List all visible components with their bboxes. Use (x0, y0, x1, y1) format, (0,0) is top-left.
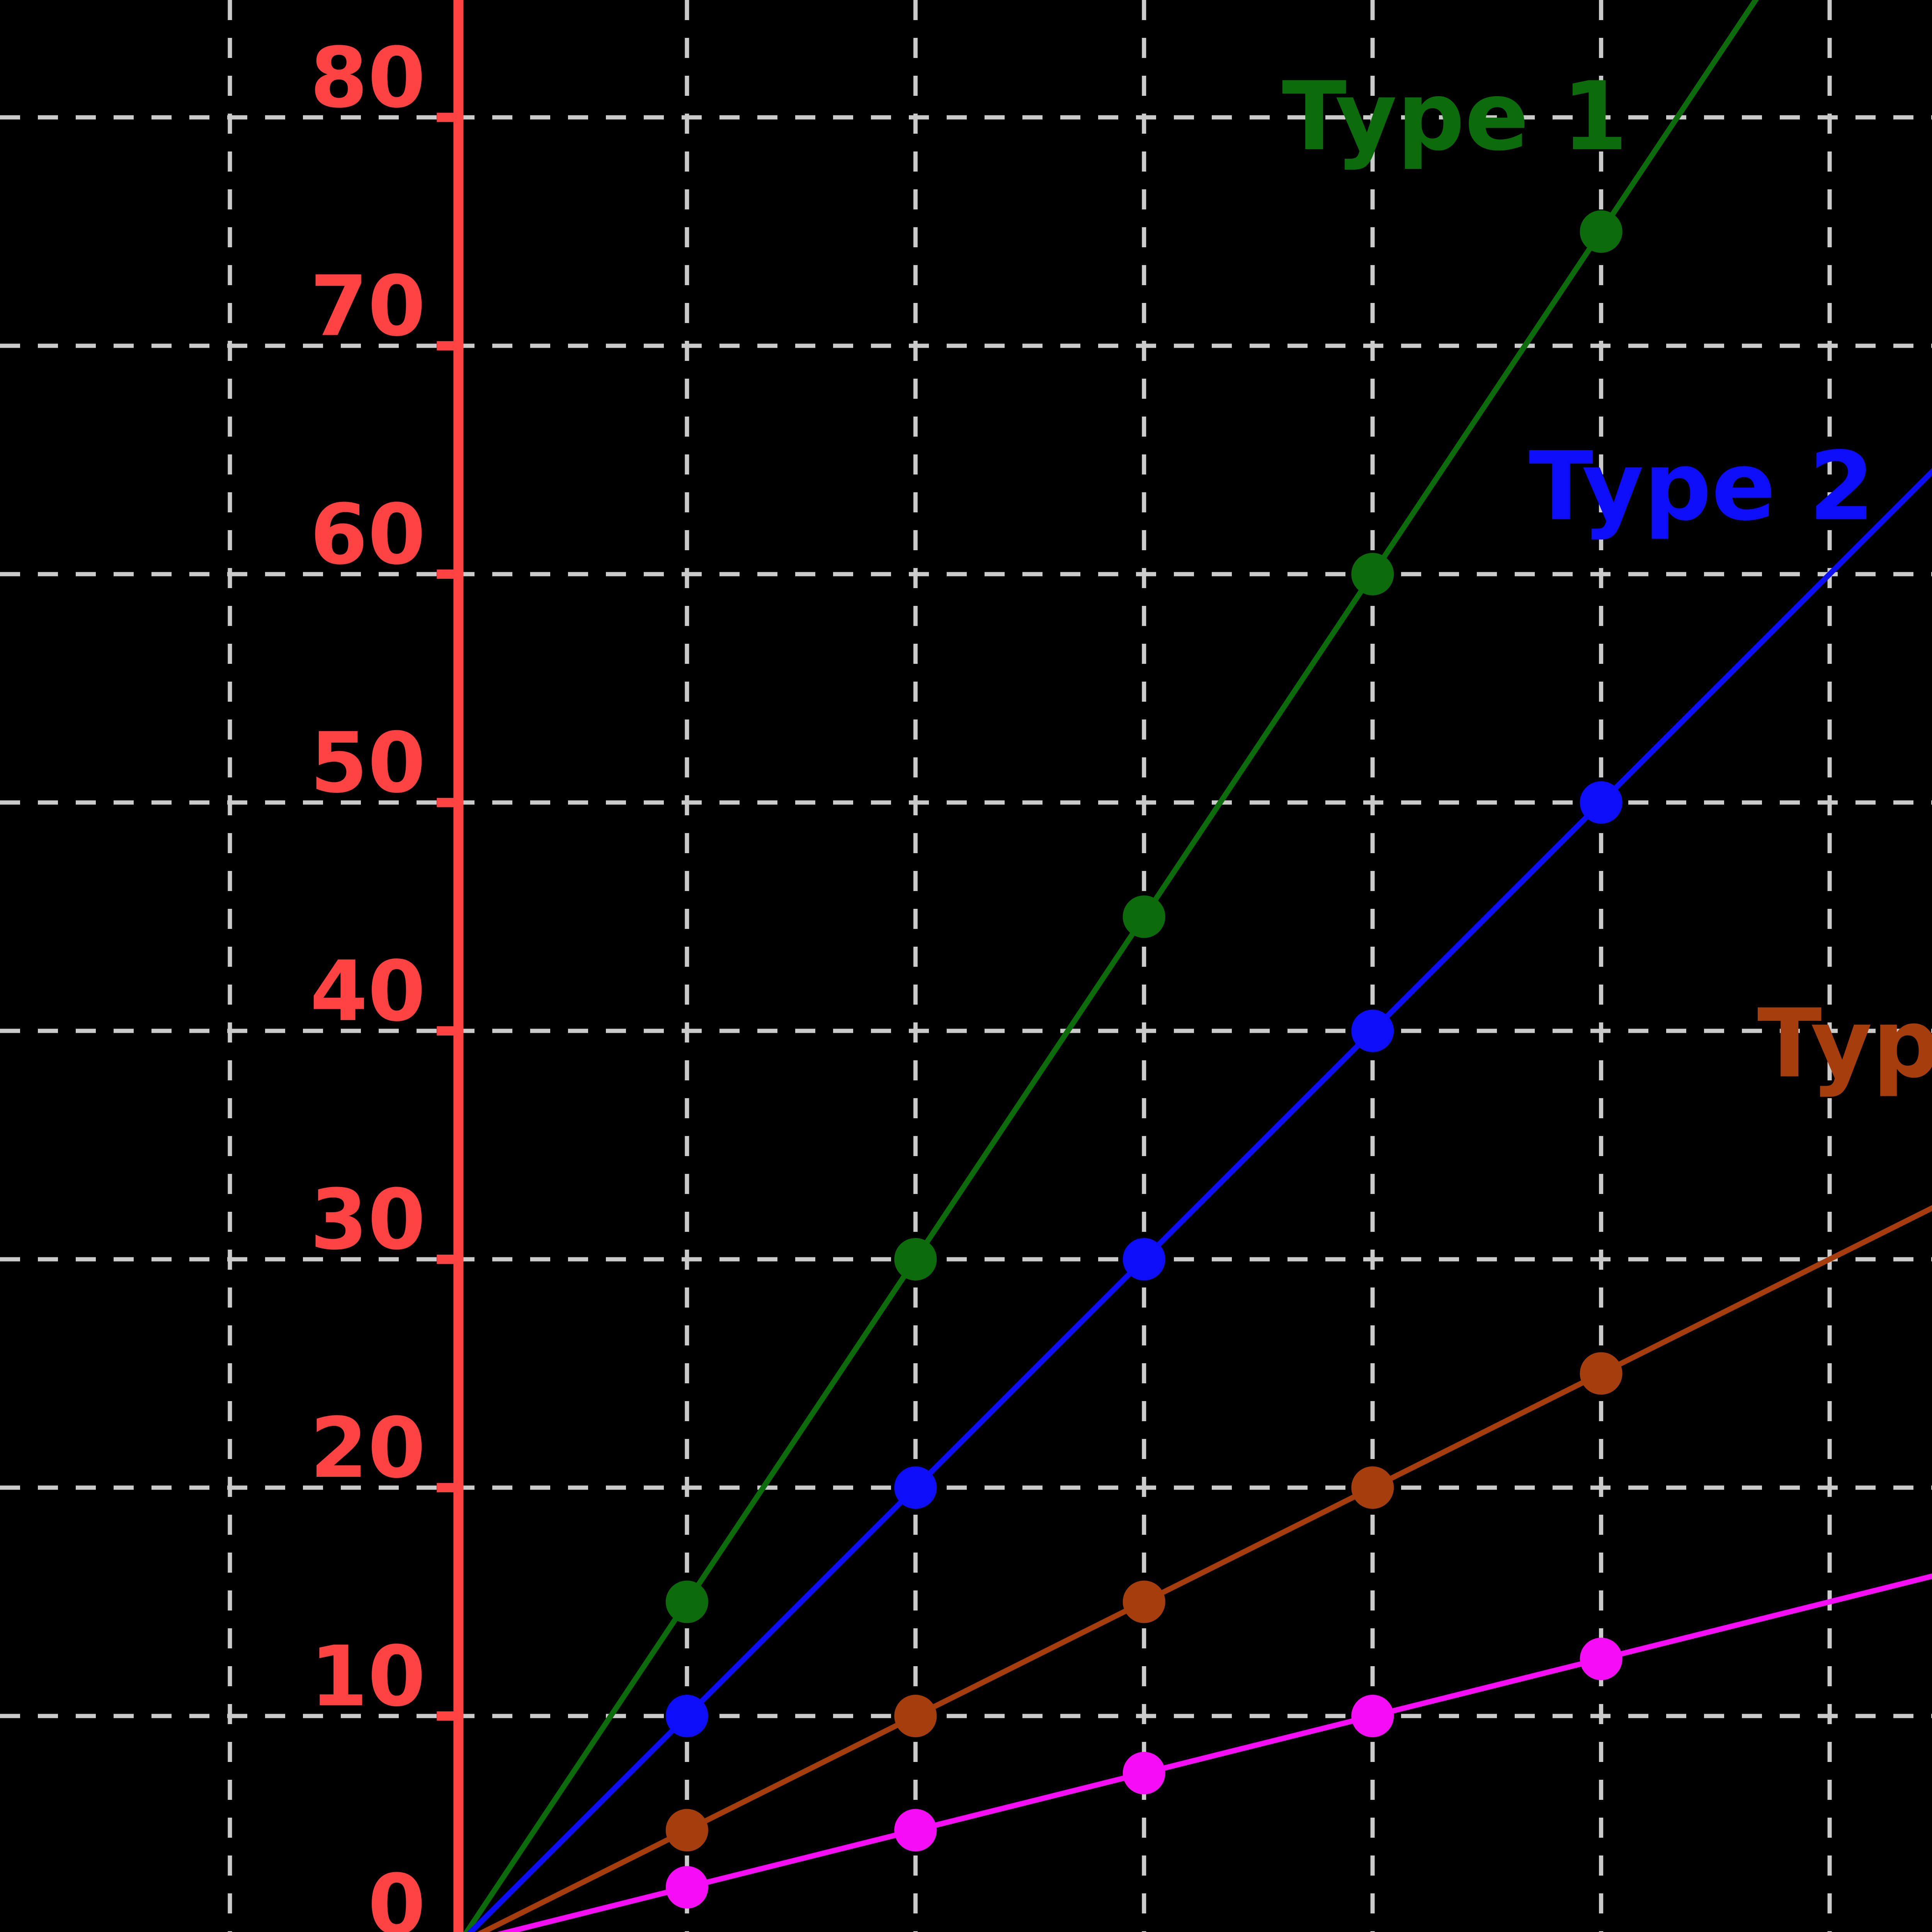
data-point-type-4-x20 (1351, 1695, 1394, 1738)
y-tick-label-0: 0 (368, 1856, 426, 1932)
series-line-type-4 (497, 1573, 1932, 1932)
data-point-type-3-x15 (1122, 1580, 1165, 1623)
series-label-type-1: Type 1 (1282, 61, 1628, 172)
series-label-type-3: Type 3 (1757, 989, 1932, 1099)
data-point-type-3-x5 (665, 1809, 708, 1852)
y-tick-label-40: 40 (310, 943, 425, 1040)
data-point-type-1-x5 (665, 1580, 708, 1623)
series-line-type-3 (477, 1205, 1932, 1932)
data-point-type-4-x5 (665, 1866, 708, 1909)
data-point-type-1-x25 (1580, 210, 1622, 253)
data-point-type-3-x25 (1580, 1352, 1622, 1395)
data-point-type-1-x15 (1122, 895, 1165, 938)
data-point-type-2-x10 (894, 1466, 937, 1509)
data-point-type-2-x20 (1351, 1009, 1394, 1052)
data-point-type-4-x25 (1580, 1638, 1622, 1680)
data-point-type-2-x25 (1580, 781, 1622, 824)
data-point-type-1-x10 (894, 1238, 937, 1281)
y-tick-label-50: 50 (310, 714, 425, 811)
y-tick-label-80: 80 (310, 29, 425, 126)
data-point-type-2-x15 (1122, 1238, 1165, 1281)
series-type-4: Type 4 (497, 1573, 1932, 1932)
data-point-type-2-x5 (665, 1695, 708, 1738)
data-point-type-4-x10 (894, 1809, 937, 1852)
y-tick-label-60: 60 (310, 486, 425, 583)
data-point-type-1-x20 (1351, 553, 1394, 595)
y-tick-label-30: 30 (310, 1171, 425, 1268)
series-type-3: Type 3 (477, 989, 1932, 1932)
data-point-type-3-x20 (1351, 1466, 1394, 1509)
y-tick-label-20: 20 (310, 1400, 425, 1497)
data-point-type-3-x10 (894, 1695, 937, 1738)
y-tick-label-10: 10 (310, 1628, 425, 1725)
y-tick-label-70: 70 (310, 258, 425, 355)
series-label-type-2: Type 2 (1529, 432, 1874, 542)
data-point-type-4-x15 (1122, 1752, 1165, 1794)
